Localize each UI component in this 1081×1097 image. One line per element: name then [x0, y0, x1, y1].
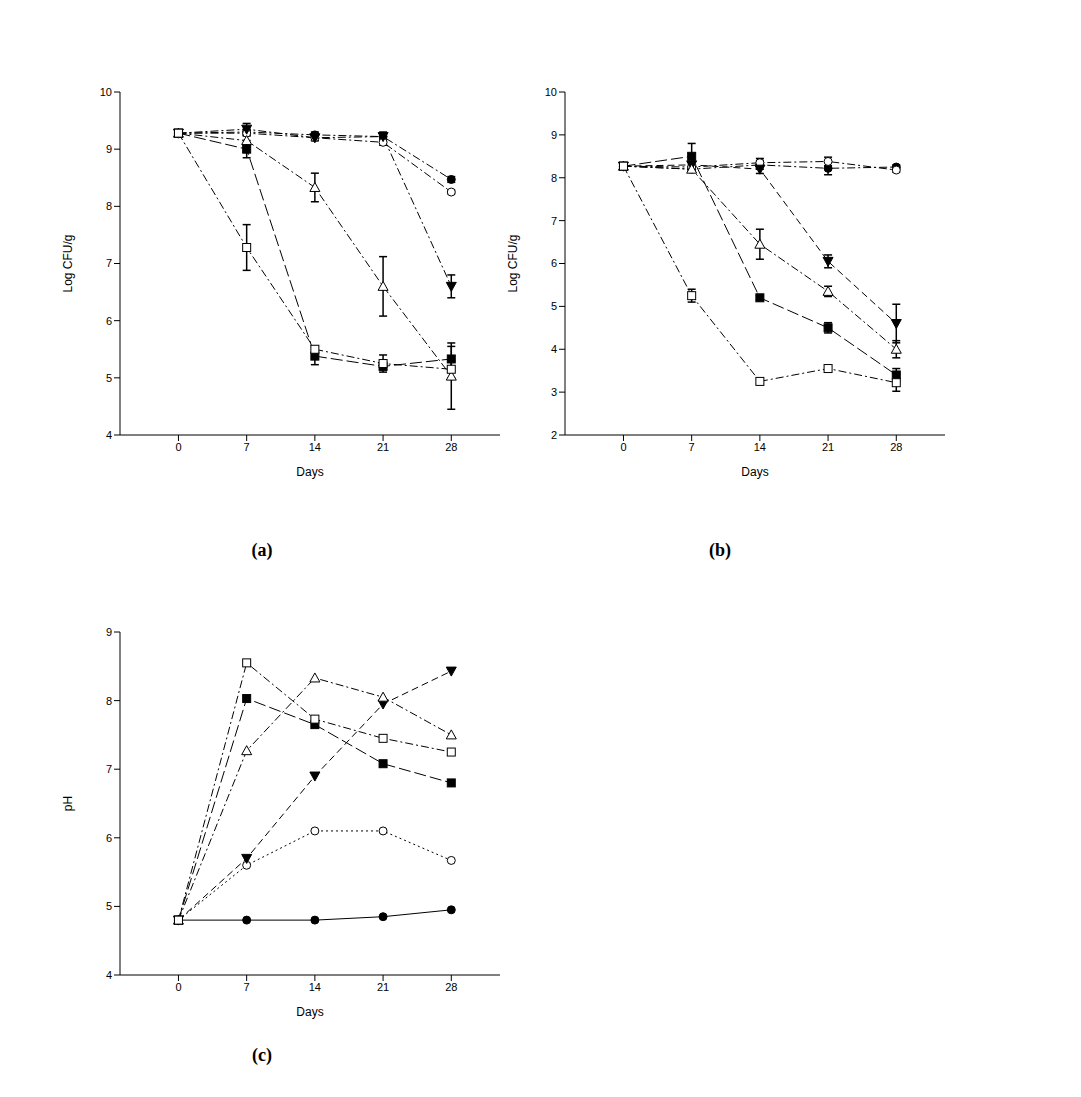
svg-text:2: 2: [551, 429, 557, 441]
svg-text:9: 9: [106, 626, 112, 638]
svg-text:7: 7: [244, 441, 250, 453]
svg-text:5: 5: [106, 900, 112, 912]
svg-text:7: 7: [106, 763, 112, 775]
svg-text:9: 9: [551, 129, 557, 141]
svg-text:28: 28: [445, 441, 457, 453]
svg-text:7: 7: [689, 441, 695, 453]
svg-text:Days: Days: [741, 465, 768, 479]
svg-text:5: 5: [551, 300, 557, 312]
svg-text:9: 9: [106, 143, 112, 155]
svg-text:4: 4: [551, 343, 557, 355]
svg-text:6: 6: [106, 315, 112, 327]
svg-text:21: 21: [822, 441, 834, 453]
svg-text:Log CFU/g: Log CFU/g: [61, 234, 75, 292]
svg-text:8: 8: [106, 695, 112, 707]
svg-text:28: 28: [445, 981, 457, 993]
svg-text:Days: Days: [296, 1005, 323, 1019]
svg-text:6: 6: [106, 832, 112, 844]
svg-text:14: 14: [754, 441, 766, 453]
svg-text:8: 8: [551, 172, 557, 184]
svg-text:7: 7: [244, 981, 250, 993]
svg-text:4: 4: [106, 429, 112, 441]
svg-text:0: 0: [175, 981, 181, 993]
svg-text:0: 0: [620, 441, 626, 453]
html-text:(c): (c): [252, 1045, 272, 1065]
svg-text:6: 6: [551, 257, 557, 269]
svg-text:3: 3: [551, 386, 557, 398]
html-text:(a): (a): [251, 540, 273, 560]
svg-text:7: 7: [106, 257, 112, 269]
svg-text:Log CFU/g: Log CFU/g: [506, 234, 520, 292]
svg-text:21: 21: [377, 981, 389, 993]
html-text:(b): (b): [709, 540, 731, 560]
svg-text:21: 21: [377, 441, 389, 453]
svg-text:10: 10: [545, 86, 557, 98]
svg-text:0: 0: [175, 441, 181, 453]
svg-text:14: 14: [309, 441, 321, 453]
svg-text:4: 4: [106, 969, 112, 981]
svg-text:7: 7: [551, 215, 557, 227]
svg-text:pH: pH: [61, 796, 75, 811]
svg-text:14: 14: [309, 981, 321, 993]
svg-text:8: 8: [106, 200, 112, 212]
svg-text:Days: Days: [296, 465, 323, 479]
svg-text:10: 10: [100, 86, 112, 98]
svg-text:5: 5: [106, 372, 112, 384]
svg-text:28: 28: [890, 441, 902, 453]
